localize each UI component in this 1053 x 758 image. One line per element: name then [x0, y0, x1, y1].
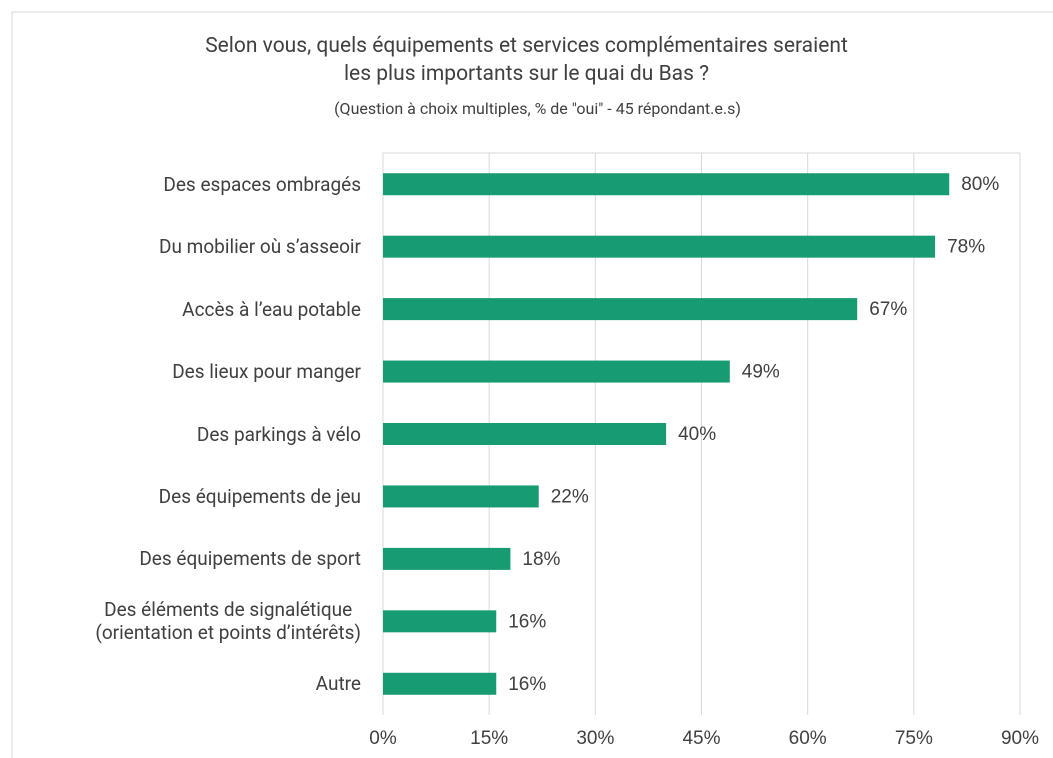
bar	[383, 423, 667, 445]
value-label: 16%	[508, 611, 546, 632]
y-tick-label: Des éléments de signalétique (orientatio…	[95, 598, 361, 645]
y-tick-label: Accès à l’eau potable	[182, 297, 361, 321]
y-tick-label: Des équipements de jeu	[158, 484, 361, 508]
value-label: 18%	[522, 549, 560, 570]
chart-subtitle: (Question à choix multiples, % de "oui" …	[334, 99, 741, 118]
bar	[383, 547, 511, 570]
y-tick-label: Des espaces ombragés	[163, 172, 361, 196]
y-tick-label: Des équipements de sport	[139, 547, 361, 571]
x-tick-label: 60%	[789, 728, 827, 749]
x-tick-label: 0%	[369, 728, 397, 749]
value-label: 49%	[742, 362, 780, 383]
bar	[383, 235, 936, 258]
y-tick-label: Des lieux pour manger	[172, 360, 361, 384]
bar	[383, 610, 497, 633]
x-tick-label: 45%	[682, 728, 720, 749]
value-label: 16%	[508, 674, 546, 695]
x-tick-label: 30%	[576, 728, 614, 749]
y-tick-label: Autre	[315, 672, 361, 696]
x-tick-label: 90%	[1001, 728, 1039, 749]
bar	[383, 173, 950, 196]
y-tick-label: Des parkings à vélo	[196, 422, 361, 446]
value-label: 40%	[678, 424, 716, 445]
y-tick-label: Du mobilier où s’asseoir	[159, 235, 361, 259]
x-tick-label: 75%	[895, 728, 933, 749]
value-label: 22%	[551, 486, 589, 507]
bar	[383, 485, 539, 508]
bar	[383, 360, 730, 383]
value-label: 80%	[961, 174, 999, 195]
value-label: 78%	[947, 237, 985, 258]
value-label: 67%	[869, 299, 907, 320]
chart-title: Selon vous, quels équipements et service…	[205, 34, 848, 86]
bar	[383, 298, 858, 321]
bar	[383, 672, 497, 695]
chart-border	[11, 11, 1053, 758]
x-tick-label: 15%	[470, 728, 508, 749]
